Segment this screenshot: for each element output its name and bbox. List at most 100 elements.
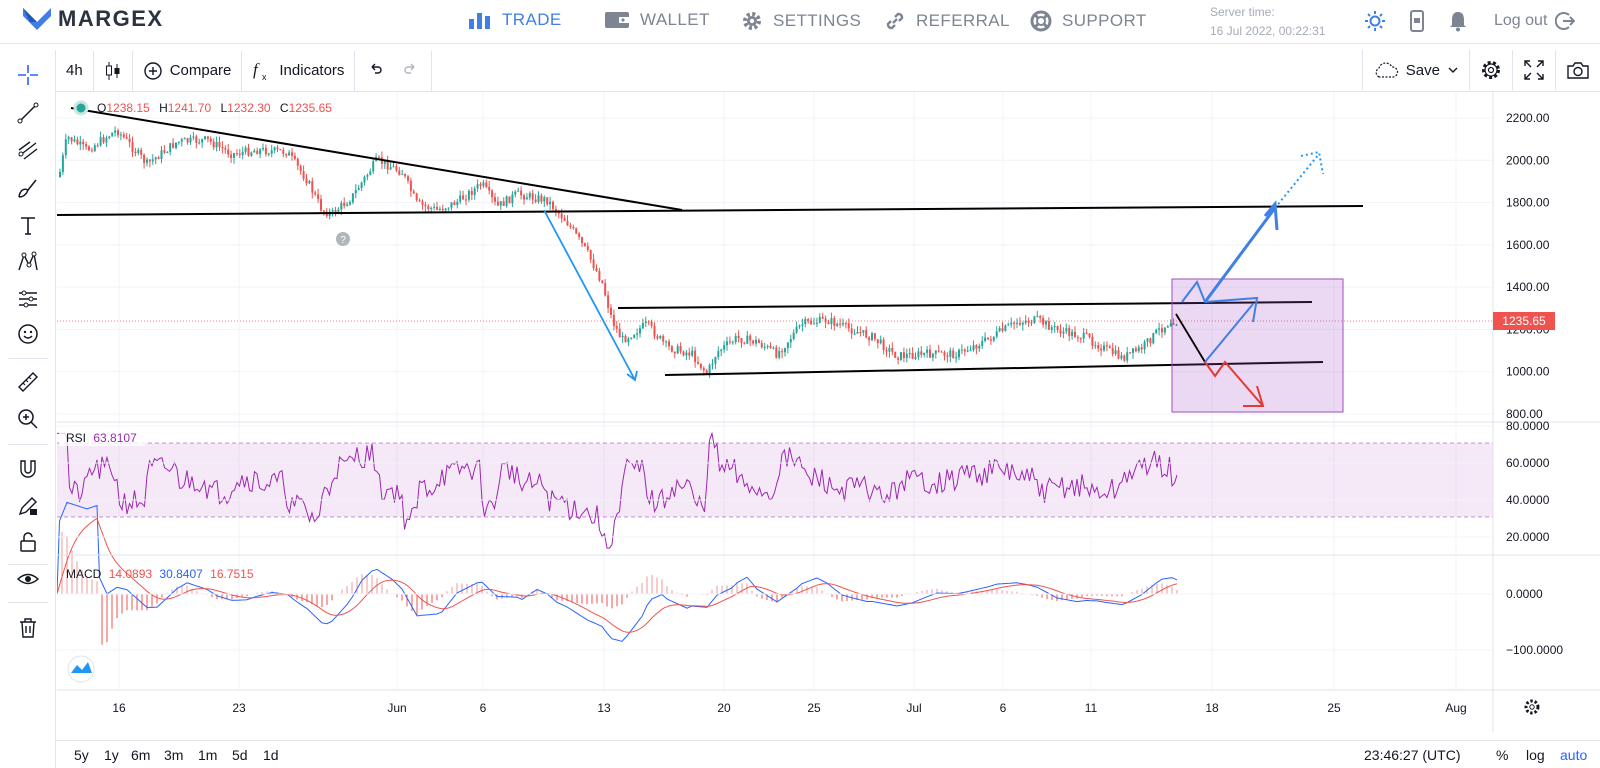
candle-body	[398, 170, 401, 175]
pitchfork-tool[interactable]	[14, 136, 42, 164]
fullscreen-button[interactable]	[1512, 50, 1555, 90]
candle-body	[372, 161, 375, 172]
percent-toggle[interactable]: %	[1496, 747, 1509, 763]
support-line-upper[interactable]	[56, 205, 1364, 216]
nav-support[interactable]: SUPPORT	[1030, 10, 1147, 32]
candle-body	[804, 319, 807, 325]
chart-type-button[interactable]	[94, 50, 133, 91]
candle-body	[1027, 320, 1030, 323]
nav-wallet[interactable]: WALLET	[604, 10, 710, 30]
candle-body	[453, 202, 456, 206]
candle-body	[291, 152, 293, 156]
down-leg-arrow[interactable]	[543, 209, 638, 382]
bottom-bar: 5y 1y 6m 3m 1m 5d 1d 23:46:27 (UTC) % lo…	[56, 740, 1600, 768]
ruler-tool[interactable]	[14, 368, 42, 396]
candle-body	[685, 352, 688, 356]
nav-referral[interactable]: REFERRAL	[884, 10, 1010, 32]
time-axis[interactable]: 16 23 Jun 6 13 20 25 Jul 6 11 18 25 Aug	[112, 701, 1466, 715]
crosshair-tool[interactable]	[14, 61, 42, 89]
price-scale[interactable]: 2200.002000.001800.001600.001400.001200.…	[1506, 111, 1550, 421]
candle-body	[1024, 320, 1027, 323]
notifications-button[interactable]	[1448, 10, 1468, 37]
undo-button[interactable]	[355, 51, 393, 91]
bear-path[interactable]	[1204, 360, 1265, 407]
candle-body	[517, 190, 520, 192]
prediction-tool[interactable]	[14, 285, 42, 313]
interval-button[interactable]: 4h	[56, 50, 94, 91]
range-6m[interactable]: 6m	[131, 747, 151, 763]
candle-body	[64, 139, 67, 156]
candle-body	[351, 193, 354, 203]
bull-path-large[interactable]	[1203, 200, 1279, 303]
candle-body	[433, 206, 436, 208]
text-tool[interactable]	[14, 211, 42, 239]
event-marker[interactable]	[336, 232, 350, 246]
time-tick-label: 23	[232, 701, 246, 715]
descending-trendline[interactable]	[70, 107, 683, 211]
nav-settings[interactable]: SETTINGS	[741, 10, 861, 32]
ruler-icon	[18, 372, 38, 392]
range-5y[interactable]: 5y	[74, 747, 89, 763]
log-toggle[interactable]: log	[1526, 747, 1545, 763]
candle-body	[760, 343, 763, 348]
trend-drawings[interactable]: ?	[56, 100, 1364, 413]
range-5d[interactable]: 5d	[232, 747, 248, 763]
price-tick-label: 800.00	[1506, 407, 1543, 421]
chart-settings-button[interactable]	[1469, 50, 1512, 90]
candle-body	[1076, 337, 1079, 339]
candle-body	[757, 339, 760, 344]
compare-button[interactable]: Compare	[133, 50, 243, 91]
theme-toggle-button[interactable]	[1364, 10, 1386, 37]
candle-body	[963, 349, 966, 352]
auto-toggle[interactable]: auto	[1560, 747, 1588, 763]
candle-body	[949, 350, 952, 357]
candle-body	[853, 333, 856, 335]
range-top-line[interactable]	[617, 301, 1313, 309]
server-time-label: Server time:	[1210, 5, 1275, 19]
zoom-tool[interactable]	[14, 405, 42, 433]
hide-drawings-tool[interactable]	[14, 565, 42, 593]
candle-body	[369, 171, 372, 175]
range-1d[interactable]: 1d	[263, 747, 279, 763]
candle-body	[241, 151, 244, 156]
emoji-tool[interactable]	[14, 320, 42, 348]
scale-settings-button[interactable]	[1524, 699, 1540, 715]
price-chart[interactable]: ? 2200.002000.001800.001600.001400.00120…	[56, 92, 1600, 732]
trend-line-tool[interactable]	[14, 99, 42, 127]
mobile-app-button[interactable]	[1408, 10, 1426, 37]
candle-body	[392, 166, 395, 168]
pattern-tool[interactable]	[14, 248, 42, 276]
range-1y[interactable]: 1y	[104, 747, 119, 763]
range-bottom-line[interactable]	[664, 361, 1324, 376]
candle-body	[1059, 330, 1062, 334]
candle-body	[166, 152, 169, 154]
save-button[interactable]: Save	[1361, 50, 1469, 90]
plus-circle-icon	[143, 61, 162, 80]
utc-clock[interactable]: 23:46:27 (UTC)	[1364, 747, 1461, 763]
redo-button[interactable]	[393, 50, 433, 91]
candle-body	[914, 356, 917, 359]
logout-button[interactable]: Log out	[1494, 11, 1576, 31]
screenshot-button[interactable]	[1555, 50, 1600, 90]
last-price-badge	[1493, 312, 1555, 330]
candle-body	[694, 350, 697, 363]
candle-body	[992, 336, 995, 341]
rsi-legend: RSI 63.8107	[59, 430, 145, 446]
bull-extension-dotted[interactable]	[1274, 150, 1324, 209]
candle-body	[827, 322, 830, 325]
nav-trade[interactable]: TRADE	[468, 10, 562, 30]
margex-logo[interactable]: MARGEX	[22, 6, 164, 32]
stay-in-drawing-tool[interactable]	[14, 492, 42, 520]
candle-body	[186, 138, 189, 143]
candle-body	[673, 351, 676, 354]
range-1m[interactable]: 1m	[198, 747, 218, 763]
lock-tool[interactable]	[14, 528, 42, 556]
remove-drawings-tool[interactable]	[14, 614, 42, 642]
magnet-tool[interactable]	[14, 455, 42, 483]
chart-canvas[interactable]: ? 2200.002000.001800.001600.001400.00120…	[56, 92, 1600, 732]
candle-body	[734, 335, 737, 343]
range-3m[interactable]: 3m	[164, 747, 184, 763]
candle-body	[795, 326, 798, 333]
brush-tool[interactable]	[14, 174, 42, 202]
